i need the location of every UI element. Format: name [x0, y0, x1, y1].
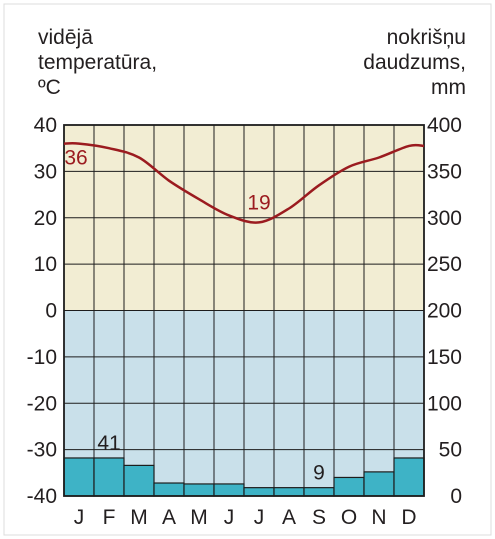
right-axis-title-line: nokrišņu — [387, 26, 466, 49]
precipitation-bar — [213, 483, 245, 497]
month-label: J — [254, 506, 265, 529]
precipitation-bar — [303, 487, 335, 497]
temperature-tick-label: 10 — [34, 253, 57, 276]
month-label: J — [224, 506, 235, 529]
precipitation-bar — [123, 464, 155, 497]
precipitation-bar — [183, 483, 215, 497]
precipitation-bar — [333, 476, 365, 497]
temperature-tick-label: -20 — [27, 392, 57, 415]
precipitation-bar — [243, 487, 275, 497]
temperature-tick-label: 20 — [34, 207, 57, 230]
precipitation-bars — [63, 457, 425, 497]
temperature-tick-label: 0 — [45, 300, 57, 323]
left-axis-title-line: vidējā — [38, 26, 93, 49]
temperature-tick-label: -40 — [27, 485, 57, 508]
left-axis-title-line: temperatūra, — [38, 51, 157, 74]
precipitation-tick-label: 400 — [427, 114, 462, 137]
month-label: F — [103, 506, 116, 529]
precipitation-annotation: 9 — [313, 462, 325, 485]
right-axis-title-line: mm — [431, 76, 466, 99]
precipitation-tick-label: 100 — [427, 392, 462, 415]
month-label: D — [401, 506, 416, 529]
temperature-tick-label: 40 — [34, 114, 57, 137]
month-label: J — [74, 506, 85, 529]
precipitation-bar — [273, 487, 305, 497]
temperature-annotation: 19 — [247, 191, 270, 214]
month-label: S — [312, 506, 326, 529]
precipitation-tick-label: 200 — [427, 300, 462, 323]
temperature-axis: 40 30 20 10 0 -10 -20 -30 -40 — [27, 114, 57, 508]
grid — [63, 124, 425, 497]
left-axis-title-line: ºC — [38, 76, 61, 99]
precipitation-annotation: 41 — [97, 432, 120, 455]
month-label: O — [341, 506, 357, 529]
precipitation-bar — [363, 471, 395, 497]
precipitation-bar — [393, 457, 425, 497]
month-label: M — [130, 506, 148, 529]
precipitation-tick-label: 150 — [427, 346, 462, 369]
precipitation-bar — [93, 457, 125, 497]
plot-border — [63, 124, 425, 497]
precipitation-bar — [63, 457, 95, 497]
month-label: A — [162, 506, 176, 529]
precipitation-tick-label: 50 — [439, 439, 462, 462]
month-label: M — [190, 506, 208, 529]
month-label: A — [282, 506, 296, 529]
right-axis-title-line: daudzums, — [363, 51, 466, 74]
precipitation-bar — [153, 482, 185, 497]
precipitation-tick-label: 300 — [427, 207, 462, 230]
temperature-tick-label: -30 — [27, 439, 57, 462]
temperature-annotation: 36 — [64, 147, 87, 170]
temperature-line-group — [63, 141, 425, 224]
precipitation-tick-label: 350 — [427, 160, 462, 183]
temperature-tick-label: 30 — [34, 160, 57, 183]
temperature-tick-label: -10 — [27, 346, 57, 369]
annotations: 36 19 41 9 — [64, 147, 325, 485]
temperature-line — [63, 141, 425, 224]
precipitation-tick-label: 0 — [450, 485, 462, 508]
precipitation-axis: 400 350 300 250 200 150 100 50 0 — [427, 114, 462, 508]
month-label: N — [371, 506, 386, 529]
precipitation-tick-label: 250 — [427, 253, 462, 276]
